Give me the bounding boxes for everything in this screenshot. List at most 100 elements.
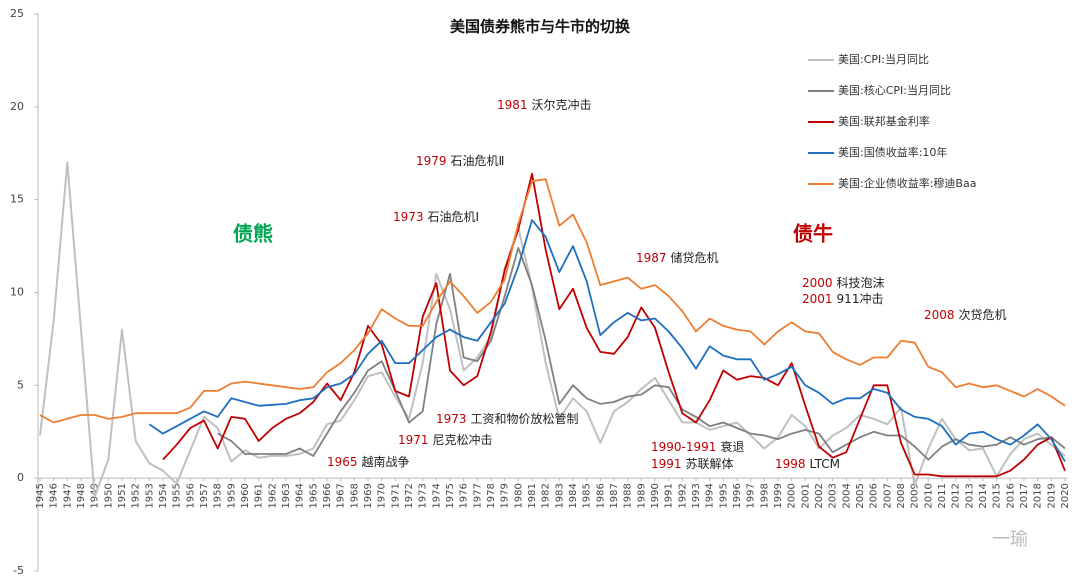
- annotation-text: 尼克松冲击: [433, 432, 493, 447]
- legend-label: 美国:CPI:当月同比: [838, 52, 929, 66]
- annotation-text: 储贷危机: [671, 250, 719, 265]
- annotation: 1965 越南战争: [327, 454, 410, 469]
- x-tick-label: 1974: [431, 483, 442, 508]
- x-tick-label: 1945: [35, 483, 46, 508]
- x-tick-label: 1964: [295, 483, 306, 508]
- x-tick-label: 1980: [513, 483, 524, 508]
- x-tick-label: 1973: [418, 483, 429, 508]
- annotation: 1981 沃尔克冲击: [497, 97, 592, 112]
- annotation: 2001 911冲击: [802, 291, 883, 306]
- x-tick-label: 1951: [117, 483, 128, 508]
- annotation-year: 1987: [636, 251, 667, 265]
- x-tick-label: 1948: [76, 483, 87, 508]
- annotation-year: 2001: [802, 292, 833, 306]
- x-tick-label: 2003: [828, 483, 839, 508]
- y-tick-label: 5: [17, 378, 24, 391]
- annotation: 1991 苏联解体: [651, 457, 734, 471]
- y-tick-label: 15: [10, 193, 24, 206]
- x-tick-label: 2009: [910, 483, 921, 508]
- x-tick-label: 1978: [486, 483, 497, 508]
- x-tick-label: 1953: [144, 483, 155, 508]
- annotation-text: 越南战争: [362, 454, 410, 469]
- x-tick-label: 1993: [691, 483, 702, 508]
- y-tick-label: 10: [10, 286, 24, 299]
- annotation-text: 沃尔克冲击: [532, 97, 592, 112]
- x-tick-label: 2008: [896, 483, 907, 508]
- x-tick-label: 2018: [1033, 483, 1044, 508]
- y-tick-label: 20: [10, 100, 24, 113]
- annotation: 1998 LTCM: [775, 457, 840, 471]
- x-tick-label: 2000: [787, 483, 798, 508]
- x-tick-label: 1985: [582, 483, 593, 508]
- annotation: 1971 尼克松冲击: [398, 432, 493, 447]
- series-line: [162, 172, 1066, 478]
- x-tick-label: 2012: [951, 483, 962, 508]
- annotation-year: 2000: [802, 276, 833, 290]
- x-tick-label: 1969: [363, 483, 374, 508]
- legend-label: 美国:联邦基金利率: [838, 114, 930, 128]
- x-tick-label: 1977: [472, 483, 483, 508]
- x-tick-label: 1976: [459, 483, 470, 508]
- annotation-text: 科技泡沫: [837, 276, 885, 290]
- x-tick-label: 1979: [500, 483, 511, 508]
- x-tick-label: 1961: [254, 483, 265, 508]
- legend-label: 美国:核心CPI:当月同比: [838, 83, 951, 97]
- annotation-year: 1981: [497, 98, 528, 112]
- x-tick-label: 1967: [336, 483, 347, 508]
- x-tick-label: 1997: [746, 483, 757, 508]
- series-line: [39, 178, 1066, 424]
- annotation: 1979 石油危机Ⅱ: [416, 154, 504, 168]
- x-tick-label: 2004: [841, 483, 852, 508]
- x-tick-label: 1989: [636, 483, 647, 508]
- x-tick-label: 1981: [527, 483, 538, 508]
- x-tick-label: 1958: [213, 483, 224, 508]
- x-tick-label: 2010: [923, 483, 934, 508]
- x-tick-label: 1998: [759, 483, 770, 508]
- annotation-year: 1965: [327, 455, 358, 469]
- annotation: 1973 石油危机Ⅰ: [393, 210, 479, 224]
- x-tick-label: 2017: [1019, 483, 1030, 508]
- y-tick-label: -5: [13, 564, 24, 577]
- x-tick-label: 1994: [705, 483, 716, 508]
- x-tick-label: 2007: [882, 483, 893, 508]
- legend-label: 美国:国债收益率:10年: [838, 145, 947, 159]
- series-line: [148, 219, 1066, 462]
- x-tick-label: 1975: [445, 483, 456, 508]
- x-tick-label: 2001: [800, 483, 811, 508]
- x-tick-label: 1996: [732, 483, 743, 508]
- x-tick-label: 1956: [185, 483, 196, 508]
- x-tick-label: 1972: [404, 483, 415, 508]
- x-tick-label: 1960: [240, 483, 251, 508]
- annotation: 1987 储贷危机: [636, 250, 719, 265]
- annotation: 2008 次贷危机: [924, 308, 1007, 322]
- regime-label: 债牛: [793, 222, 833, 246]
- x-tick-label: 2020: [1060, 483, 1071, 508]
- annotation-year: 1998: [775, 457, 806, 471]
- annotation-year: 1990-1991: [651, 440, 716, 454]
- x-tick-label: 1968: [349, 483, 360, 508]
- annotation-text: 次贷危机: [959, 308, 1007, 322]
- legend-label: 美国:企业债收益率:穆迪Baa: [838, 176, 976, 190]
- x-tick-label: 1982: [541, 483, 552, 508]
- x-tick-label: 2005: [855, 483, 866, 508]
- annotation-year: 1979: [416, 154, 447, 168]
- x-tick-label: 1995: [718, 483, 729, 508]
- x-tick-label: 1957: [199, 483, 210, 508]
- annotation-text: 石油危机Ⅰ: [428, 210, 480, 224]
- x-tick-label: 2013: [964, 483, 975, 508]
- x-tick-label: 2002: [814, 483, 825, 508]
- x-tick-label: 1991: [664, 483, 675, 508]
- annotation-text: LTCM: [810, 457, 840, 471]
- x-tick-label: 2014: [978, 483, 989, 508]
- x-tick-label: 1966: [322, 483, 333, 508]
- regime-label: 债熊: [233, 222, 273, 246]
- series-line: [39, 161, 1066, 498]
- annotation-text: 衰退: [720, 439, 744, 454]
- annotation: 1990-1991 衰退: [651, 439, 744, 454]
- x-tick-label: 1963: [281, 483, 292, 508]
- chart-title: 美国债券熊市与牛市的切换: [450, 18, 631, 36]
- annotation: 1973 工资和物价放松管制: [436, 411, 579, 426]
- x-tick-label: 1946: [49, 483, 60, 508]
- annotation-year: 2008: [924, 308, 955, 322]
